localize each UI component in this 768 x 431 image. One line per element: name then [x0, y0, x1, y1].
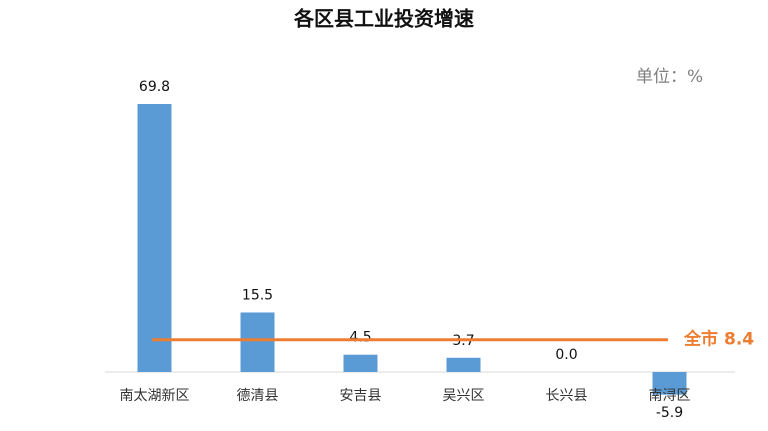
x-tick-label: 南浔区 [649, 388, 691, 404]
bar [137, 104, 172, 372]
x-tick-label: 德清县 [237, 388, 279, 404]
x-tick-label: 长兴县 [546, 388, 588, 404]
value-label: 0.0 [555, 347, 577, 363]
reference-value: 8.4 [724, 330, 754, 350]
bar [446, 357, 481, 372]
reference-name: 全市 [683, 329, 718, 350]
x-tick-label: 安吉县 [340, 388, 382, 404]
chart-title: 各区县工业投资增速 [293, 7, 474, 31]
reference-label: 全市 8.4 [683, 329, 754, 350]
bar [652, 372, 687, 395]
unit-label: 单位：% [636, 67, 703, 87]
value-label: 69.8 [139, 79, 170, 95]
x-tick-label: 吴兴区 [443, 388, 485, 404]
bar [240, 312, 275, 372]
bar [343, 354, 378, 372]
value-label: 15.5 [242, 287, 273, 303]
value-label: -5.9 [656, 405, 683, 421]
value-label: 4.5 [349, 330, 371, 346]
x-tick-label: 南太湖新区 [120, 388, 190, 404]
